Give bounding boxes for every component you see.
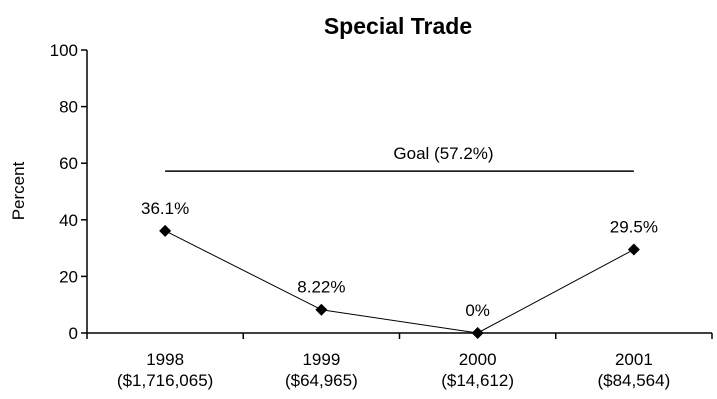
series-segment bbox=[321, 309, 478, 334]
axes: 0 20 40 60 80 100 bbox=[50, 41, 713, 343]
series-segment bbox=[164, 230, 322, 311]
x-tick-label: 1998 bbox=[146, 350, 184, 369]
data-point bbox=[471, 327, 484, 339]
chart-title: Special Trade bbox=[324, 13, 472, 39]
data-point bbox=[159, 224, 172, 237]
y-tick-label: 60 bbox=[59, 154, 78, 173]
y-tick-label: 0 bbox=[69, 324, 78, 343]
data-label: 8.22% bbox=[297, 278, 345, 297]
y-tick-label: 40 bbox=[59, 211, 78, 230]
data-label: 36.1% bbox=[141, 199, 189, 218]
x-tick-label: 2001 bbox=[615, 350, 653, 369]
x-tick-label: 1999 bbox=[302, 350, 340, 369]
data-point bbox=[315, 303, 328, 316]
goal-group: Goal (57.2%) bbox=[165, 144, 634, 172]
data-label: 0% bbox=[465, 301, 490, 320]
series-segment bbox=[477, 249, 635, 334]
data-point bbox=[627, 243, 640, 256]
x-tick-sublabel: ($64,965) bbox=[285, 371, 358, 390]
x-tick-sublabel: ($14,612) bbox=[441, 371, 514, 390]
y-tick-label: 100 bbox=[50, 41, 78, 60]
y-tick-label: 20 bbox=[59, 267, 78, 286]
x-tick-sublabel: ($84,564) bbox=[597, 371, 670, 390]
x-tick-sublabel: ($1,716,065) bbox=[117, 371, 213, 390]
series-line: 36.1% 8.22% 0% 29.5% bbox=[141, 199, 658, 339]
x-tick-label: 2000 bbox=[459, 350, 497, 369]
y-axis-label: Percent bbox=[9, 161, 28, 220]
data-label: 29.5% bbox=[610, 218, 658, 237]
x-axis-categories: 1998 ($1,716,065) 1999 ($64,965) 2000 ($14,61… bbox=[117, 350, 670, 390]
goal-label: Goal (57.2%) bbox=[393, 144, 493, 163]
y-tick-label: 80 bbox=[59, 98, 78, 117]
